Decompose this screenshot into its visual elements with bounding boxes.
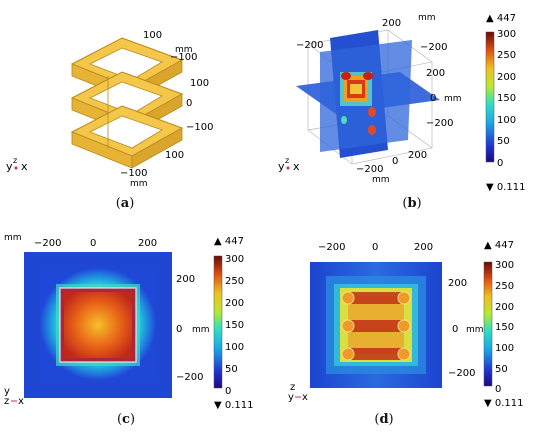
field-slices [296, 30, 440, 158]
tick-label: 0 [430, 93, 436, 104]
svg-text:▼ 0.111: ▼ 0.111 [214, 400, 254, 411]
svg-text:150: 150 [225, 320, 244, 331]
svg-text:100: 100 [497, 115, 516, 126]
tick-label: 200 [138, 238, 157, 249]
tick-label: −200 [296, 40, 323, 51]
svg-text:200: 200 [497, 72, 516, 83]
svg-text:250: 250 [495, 281, 514, 292]
tick-label: 0 [176, 324, 182, 335]
unit-label: mm [444, 94, 462, 104]
tick-label: 100 [165, 150, 184, 161]
panel-a: mm 100 −100 100 0 −100 100 −100 mm y z x [6, 30, 213, 189]
tick-label: 200 [448, 278, 467, 289]
svg-text:0: 0 [497, 158, 503, 169]
svg-text:▲ 447: ▲ 447 [486, 13, 516, 24]
tick-label: −200 [448, 368, 475, 379]
svg-text:250: 250 [497, 50, 516, 61]
svg-text:y: y [278, 160, 285, 173]
svg-text:y: y [4, 386, 10, 397]
tick-label: 200 [414, 242, 433, 253]
tick-label: 200 [176, 274, 195, 285]
svg-text:100: 100 [225, 342, 244, 353]
axis-triad: y z x [4, 386, 24, 407]
tick-label: 0 [372, 242, 378, 253]
tick-label: −200 [356, 164, 383, 175]
svg-text:300: 300 [495, 260, 514, 271]
field-map [24, 252, 172, 398]
colorbar: ▲ 447 300 250 200 150 100 50 0 ▼ 0.111 [485, 13, 526, 193]
svg-text:300: 300 [497, 29, 516, 40]
svg-text:300: 300 [225, 254, 244, 265]
svg-text:▼ 0.111: ▼ 0.111 [484, 398, 524, 409]
svg-text:200: 200 [225, 298, 244, 309]
svg-text:z: z [13, 156, 17, 165]
colorbar: ▲ 447 300 250 200 150 100 50 0 ▼ 0.111 [213, 236, 254, 411]
svg-text:z: z [4, 396, 9, 407]
coil-loop-bottom [70, 105, 184, 169]
caption-a: (a) [115, 196, 135, 211]
svg-text:50: 50 [495, 364, 508, 375]
colorbar: ▲ 447 300 250 200 150 100 50 0 ▼ 0.111 [483, 240, 524, 409]
tick-label: −200 [34, 238, 61, 249]
svg-text:150: 150 [497, 93, 516, 104]
svg-text:▲ 447: ▲ 447 [484, 240, 514, 251]
tick-label: 100 [190, 78, 209, 89]
tick-label: 200 [408, 150, 427, 161]
svg-text:100: 100 [495, 343, 514, 354]
tick-label: 200 [426, 68, 445, 79]
tick-label: −100 [120, 168, 147, 179]
tick-label: −200 [420, 42, 447, 53]
svg-text:x: x [21, 160, 28, 173]
svg-text:z: z [285, 156, 289, 165]
axis-triad: y z x [6, 156, 28, 173]
tick-label: 200 [382, 18, 401, 29]
svg-text:50: 50 [225, 364, 238, 375]
unit-label: mm [4, 233, 22, 243]
svg-text:y: y [288, 392, 294, 403]
svg-text:▼ 0.111: ▼ 0.111 [486, 182, 526, 193]
unit-label: mm [175, 45, 193, 55]
svg-text:250: 250 [225, 276, 244, 287]
tick-label: 0 [392, 156, 398, 167]
tick-label: 0 [452, 324, 458, 335]
caption-c: (c) [116, 412, 136, 427]
unit-label: mm [130, 179, 148, 189]
svg-text:▲ 447: ▲ 447 [214, 236, 244, 247]
unit-label: mm [192, 325, 210, 335]
svg-text:0: 0 [495, 384, 501, 395]
panel-b: 200 mm −200 200 0 mm −200 200 0 −200 mm … [278, 13, 526, 193]
svg-text:200: 200 [495, 302, 514, 313]
svg-text:x: x [18, 396, 24, 407]
caption-b: (b) [402, 196, 422, 211]
unit-label: mm [372, 175, 390, 185]
panel-d: −200 0 200 200 0 mm −200 z y x [288, 240, 524, 409]
svg-text:y: y [6, 160, 13, 173]
axis-triad: y z x [278, 156, 300, 173]
coil-stack [70, 37, 184, 169]
tick-label: −200 [426, 118, 453, 129]
axis-triad: z y x [288, 382, 308, 403]
tick-label: −200 [318, 242, 345, 253]
tick-label: 0 [90, 238, 96, 249]
tick-label: −100 [170, 52, 197, 63]
unit-label: mm [466, 325, 484, 335]
svg-text:x: x [293, 160, 300, 173]
svg-text:0: 0 [225, 386, 231, 397]
field-map [310, 262, 442, 388]
svg-text:50: 50 [497, 136, 510, 147]
caption-d: (d) [374, 412, 394, 427]
tick-label: −200 [176, 372, 203, 383]
svg-text:x: x [302, 392, 308, 403]
unit-label: mm [418, 13, 436, 23]
tick-label: 100 [143, 30, 162, 41]
tick-label: 0 [186, 98, 192, 109]
tick-label: −100 [186, 122, 213, 133]
svg-text:150: 150 [495, 322, 514, 333]
svg-text:z: z [290, 382, 295, 393]
panel-c: mm −200 0 200 200 0 mm −200 y z x ▲ 447 … [4, 233, 254, 411]
